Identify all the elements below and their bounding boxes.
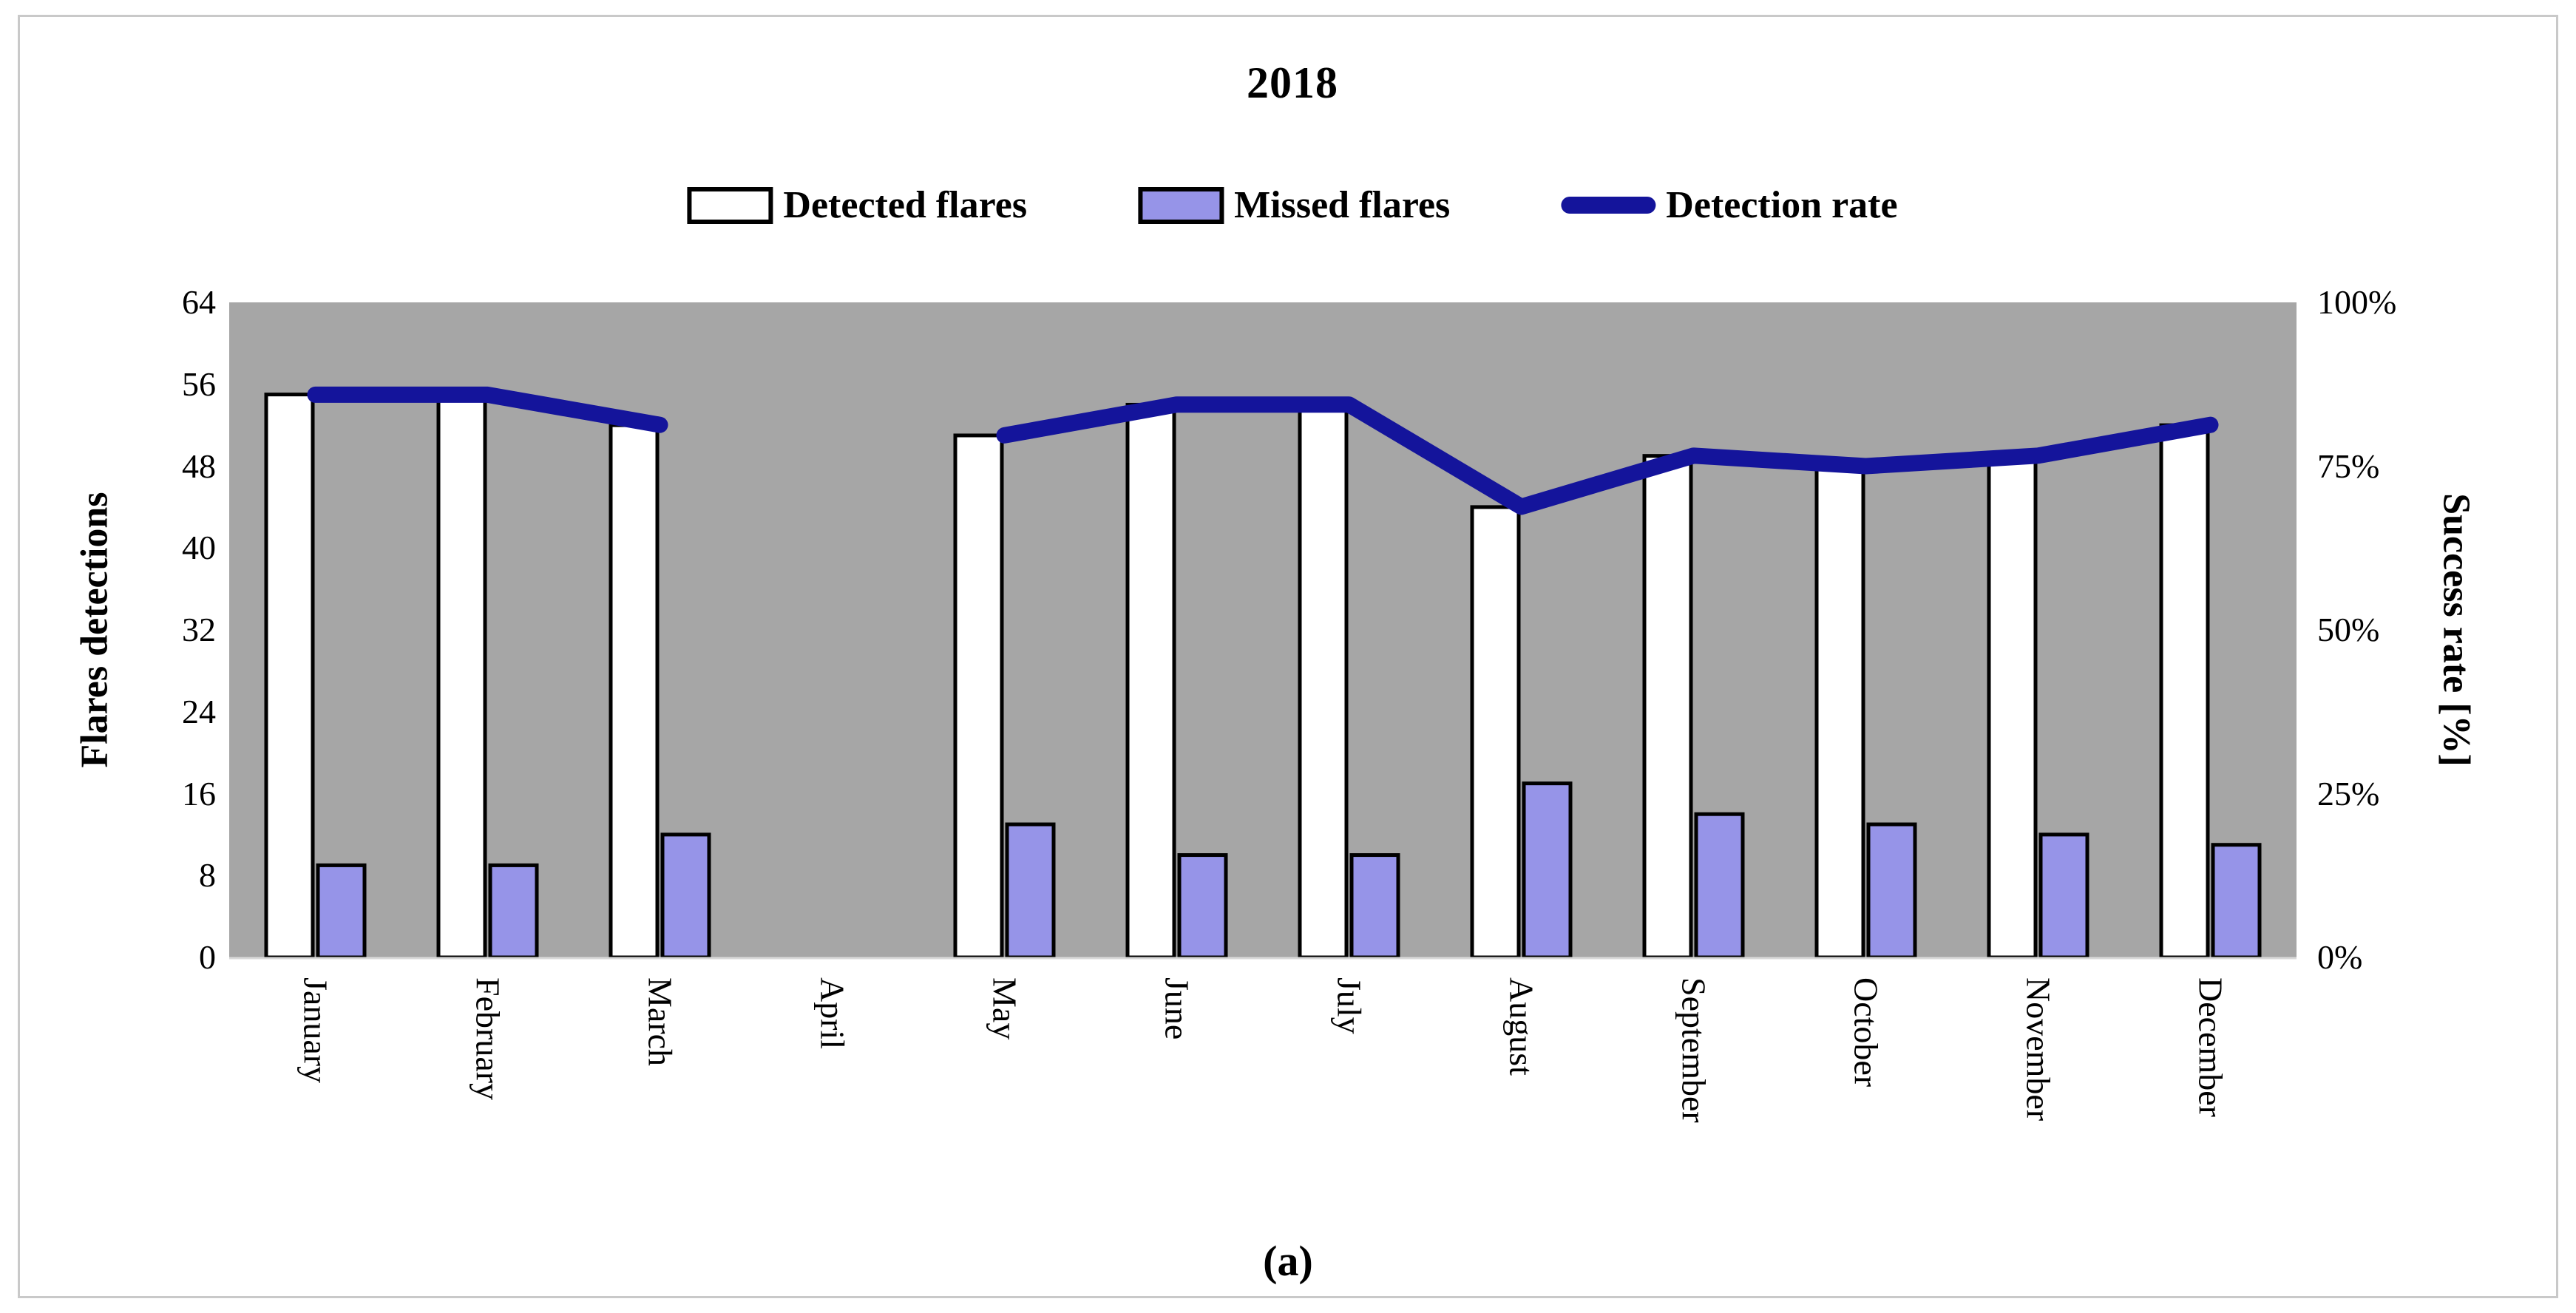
left-axis-tick-24: 24 bbox=[182, 692, 216, 730]
left-axis-tick-8: 8 bbox=[199, 856, 216, 895]
x-axis-label-september: September bbox=[1675, 977, 1713, 1123]
left-axis-tick-40: 40 bbox=[182, 529, 216, 567]
chart-title: 2018 bbox=[1247, 58, 1338, 107]
bar-missed-september bbox=[1694, 812, 1745, 960]
detection-rate-line bbox=[996, 396, 2219, 515]
left-axis-tick-0: 0 bbox=[199, 938, 216, 976]
bar-missed-august bbox=[1522, 781, 1573, 960]
bar-missed-january bbox=[316, 863, 367, 960]
right-axis-tick-25: 25% bbox=[2317, 774, 2380, 812]
bar-detected-november bbox=[1987, 454, 2038, 960]
bar-missed-december bbox=[2211, 843, 2262, 960]
left-axis-tick-48: 48 bbox=[182, 447, 216, 485]
legend-item-detected: Detected flares bbox=[687, 183, 1027, 227]
x-axis-label-april: April bbox=[813, 977, 852, 1050]
legend-label-missed: Missed flares bbox=[1234, 184, 1451, 226]
bar-missed-july bbox=[1349, 853, 1400, 960]
x-axis-label-august: August bbox=[1502, 977, 1541, 1076]
x-axis-label-march: March bbox=[641, 977, 679, 1067]
bar-detected-march bbox=[609, 423, 660, 960]
bar-detected-june bbox=[1125, 402, 1176, 960]
bar-detected-january bbox=[264, 393, 315, 960]
bar-missed-june bbox=[1177, 853, 1228, 960]
detection-rate-swatch bbox=[1561, 197, 1656, 214]
bar-detected-september bbox=[1642, 454, 1693, 960]
figure-caption: (a) bbox=[1263, 1237, 1313, 1285]
x-axis-label-june: June bbox=[1158, 977, 1196, 1040]
bar-detected-december bbox=[2159, 423, 2210, 960]
bar-missed-may bbox=[1005, 822, 1056, 960]
bar-detected-october bbox=[1814, 464, 1865, 960]
x-axis-label-july: July bbox=[1330, 977, 1369, 1034]
left-axis-tick-56: 56 bbox=[182, 364, 216, 403]
bar-detected-july bbox=[1298, 402, 1349, 960]
legend-label-rate: Detection rate bbox=[1666, 184, 1898, 226]
legend: Detected flares Missed flares Detection … bbox=[687, 183, 1898, 227]
legend-item-missed: Missed flares bbox=[1138, 183, 1450, 227]
x-axis-label-november: November bbox=[2019, 977, 2058, 1122]
bar-detected-august bbox=[1470, 505, 1521, 960]
left-axis-tick-64: 64 bbox=[182, 283, 216, 321]
bar-missed-march bbox=[660, 832, 711, 960]
left-axis-tick-16: 16 bbox=[182, 774, 216, 812]
detection-rate-line bbox=[307, 386, 668, 433]
missed-flares-swatch bbox=[1138, 186, 1224, 224]
x-axis-label-december: December bbox=[2192, 977, 2230, 1117]
bar-missed-october bbox=[1866, 822, 1917, 960]
x-axis-label-january: January bbox=[296, 977, 335, 1084]
x-axis-label-may: May bbox=[986, 977, 1024, 1040]
legend-item-rate: Detection rate bbox=[1561, 183, 1898, 227]
legend-label-detected: Detected flares bbox=[783, 184, 1028, 226]
detected-flares-swatch bbox=[687, 186, 773, 224]
right-axis-tick-75: 75% bbox=[2317, 447, 2380, 485]
bar-detected-may bbox=[953, 433, 1004, 960]
x-axis-label-october: October bbox=[1847, 977, 1885, 1088]
right-axis-tick-100: 100% bbox=[2317, 283, 2397, 321]
right-axis-tick-0: 0% bbox=[2317, 938, 2363, 976]
x-axis-label-february: February bbox=[469, 977, 507, 1101]
right-axis-tick-50: 50% bbox=[2317, 611, 2380, 648]
bar-detected-february bbox=[436, 393, 487, 960]
left-axis-tick-32: 32 bbox=[182, 611, 216, 648]
bar-missed-november bbox=[2038, 832, 2089, 960]
bar-missed-february bbox=[488, 863, 539, 960]
